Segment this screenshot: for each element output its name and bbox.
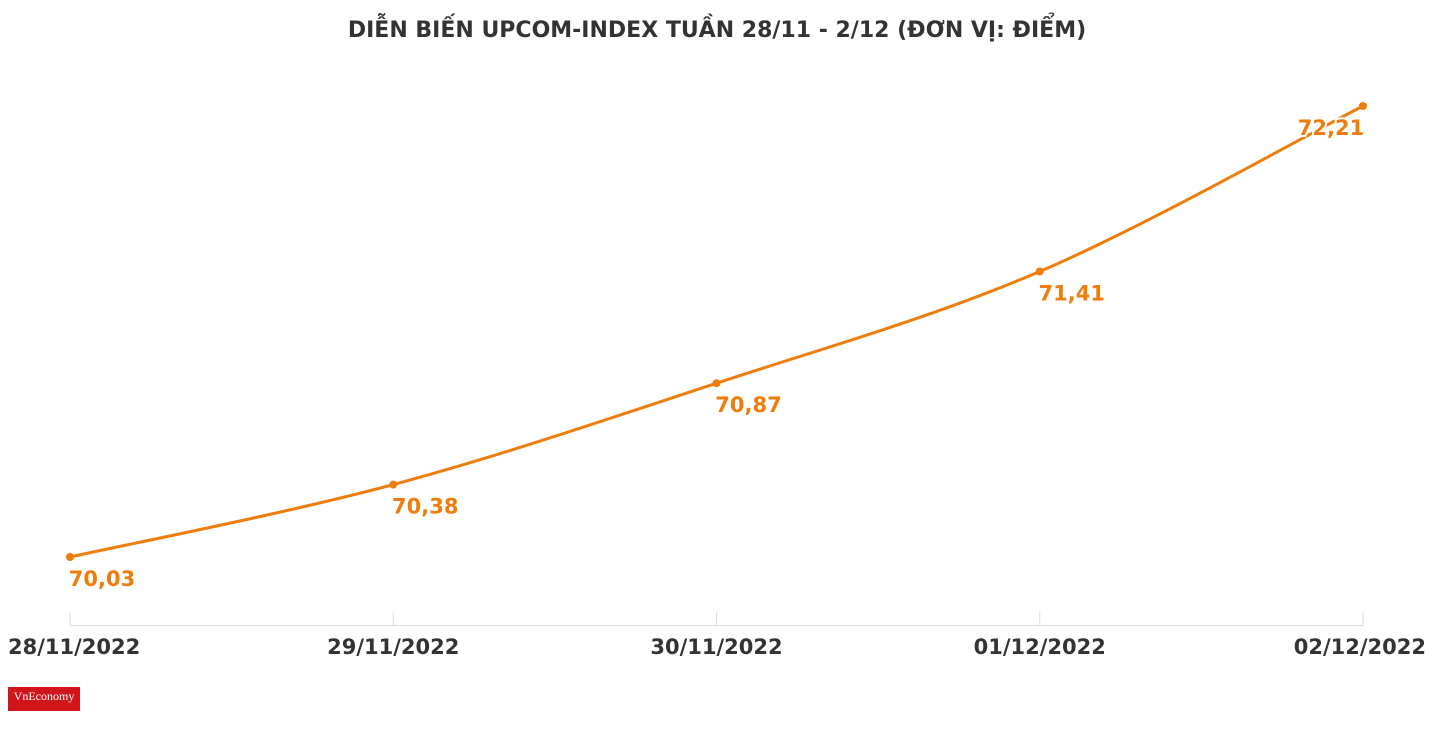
- x-tick-label: 01/12/2022: [974, 635, 1106, 659]
- x-tick-label: 29/11/2022: [327, 635, 459, 659]
- logo: VnEconomy: [14, 689, 75, 703]
- point: [66, 553, 74, 561]
- data-label: 71,41: [1039, 282, 1105, 306]
- x-tick-label: 28/11/2022: [8, 635, 140, 659]
- point: [1359, 102, 1367, 110]
- data-label: 70,38: [392, 495, 458, 519]
- point: [1035, 267, 1044, 276]
- x-tick-label: 30/11/2022: [650, 635, 782, 659]
- x-tick-label: 02/12/2022: [1294, 635, 1426, 659]
- data-label: 72,21: [1298, 116, 1364, 140]
- chart-title: DIỄN BIẾN UPCOM-INDEX TUẦN 28/11 - 2/12 …: [348, 14, 1086, 43]
- data-label: 70,03: [69, 567, 135, 591]
- point: [389, 480, 398, 489]
- point: [712, 379, 721, 388]
- data-label: 70,87: [715, 393, 781, 417]
- logo-box: [8, 687, 80, 711]
